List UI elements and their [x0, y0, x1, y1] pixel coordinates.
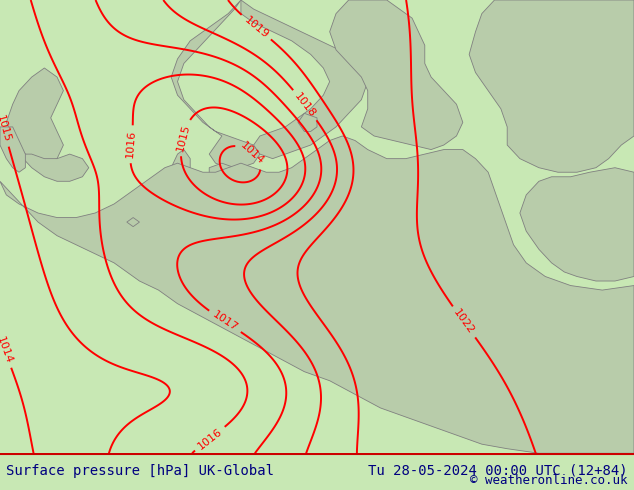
- Text: 1014: 1014: [239, 140, 266, 166]
- Text: 1016: 1016: [196, 426, 224, 451]
- Polygon shape: [127, 218, 139, 226]
- Polygon shape: [241, 0, 368, 159]
- Text: © weatheronline.co.uk: © weatheronline.co.uk: [470, 474, 628, 487]
- Text: 1015: 1015: [175, 122, 191, 152]
- Text: 1019: 1019: [242, 14, 270, 40]
- Polygon shape: [330, 0, 463, 149]
- Text: 1016: 1016: [126, 130, 138, 159]
- Polygon shape: [520, 168, 634, 281]
- Polygon shape: [197, 191, 222, 209]
- Polygon shape: [0, 127, 25, 172]
- Polygon shape: [152, 149, 190, 245]
- Text: Tu 28-05-2024 00:00 UTC (12+84): Tu 28-05-2024 00:00 UTC (12+84): [368, 464, 628, 478]
- Text: 1014: 1014: [0, 335, 14, 365]
- Polygon shape: [298, 113, 317, 131]
- Polygon shape: [0, 136, 634, 453]
- Polygon shape: [469, 0, 634, 172]
- Text: 1017: 1017: [210, 310, 240, 333]
- Text: 1022: 1022: [451, 308, 476, 336]
- Text: 1015: 1015: [0, 114, 12, 143]
- Polygon shape: [6, 68, 63, 163]
- Polygon shape: [19, 154, 89, 181]
- Polygon shape: [171, 0, 260, 168]
- Text: Surface pressure [hPa] UK-Global: Surface pressure [hPa] UK-Global: [6, 464, 275, 478]
- Text: 1018: 1018: [292, 91, 318, 119]
- Polygon shape: [209, 163, 235, 181]
